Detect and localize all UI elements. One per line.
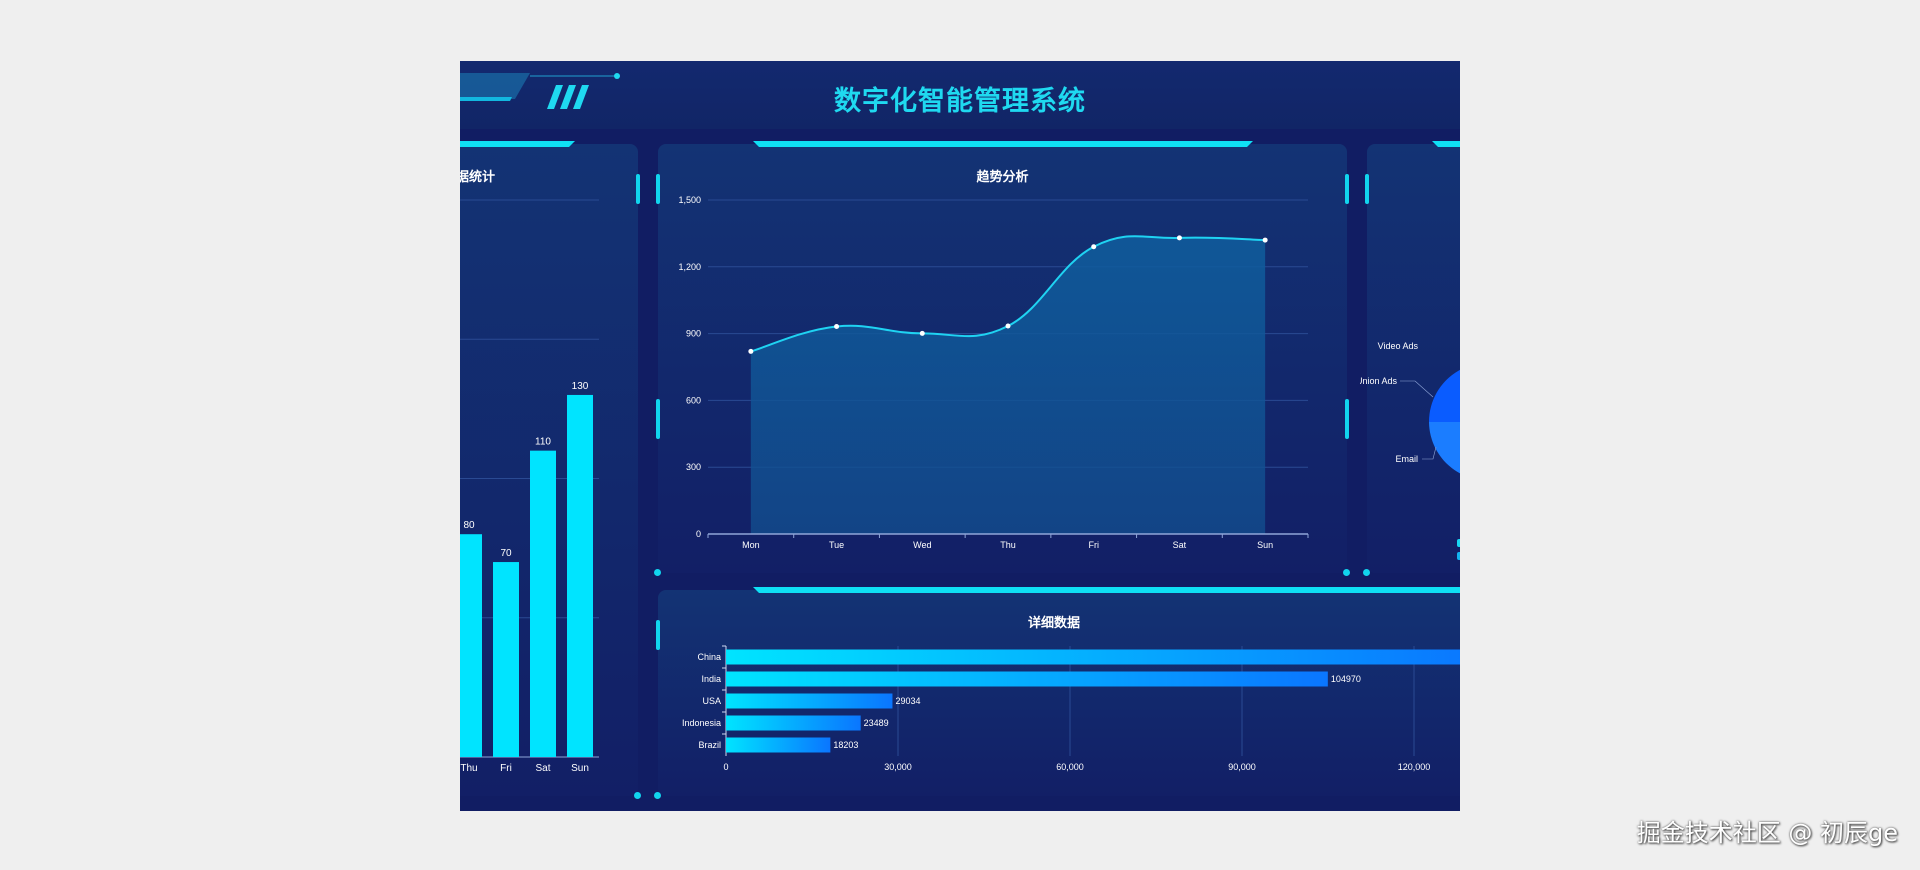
panel-title: 详细数据: [1027, 616, 1080, 631]
x-tick-label: Tue: [829, 540, 844, 550]
panel-title: 据统计: [460, 170, 496, 185]
page-title: 数字化智能管理系统: [834, 86, 1086, 117]
y-tick-label: Brazil: [698, 740, 721, 750]
x-tick-label: 120,000: [1398, 762, 1431, 772]
panel-side-bar: [1365, 174, 1369, 204]
corner-dot: [1343, 569, 1350, 576]
dashboard: 数字化智能管理系统 据统计 80 Thu 70 Fri 110 Sat 130 Sun 趋势分…: [460, 61, 1460, 811]
legend-swatch: [1457, 552, 1460, 560]
bar-value-label: 70: [500, 548, 512, 559]
header: 数字化智能管理系统: [460, 61, 1460, 129]
bar: [726, 693, 893, 709]
data-point: [1262, 237, 1268, 243]
bar-value-label: 80: [463, 520, 475, 531]
x-tick-label: Sat: [535, 763, 550, 774]
pie-slice: [1429, 422, 1460, 474]
y-tick-label: 1,500: [678, 195, 701, 205]
bar: [726, 671, 1328, 687]
panel-side-bar: [656, 399, 660, 439]
x-tick-label: Sat: [1173, 540, 1187, 550]
corner-dot: [1363, 569, 1370, 576]
bar: [726, 737, 831, 753]
y-tick-label: 300: [686, 462, 701, 472]
bar: [460, 534, 482, 757]
x-tick-label: Wed: [913, 540, 931, 550]
bar-value-label: 29034: [895, 696, 920, 706]
x-tick-label: Sun: [571, 763, 589, 774]
corner-dot: [634, 792, 641, 799]
x-tick-label: 60,000: [1056, 762, 1084, 772]
panel-top-bar: [753, 141, 1253, 147]
x-tick-label: Thu: [1000, 540, 1016, 550]
data-point: [1091, 244, 1097, 250]
x-tick-label: 0: [723, 762, 728, 772]
x-tick-label: Thu: [460, 763, 477, 774]
corner-dot: [654, 569, 661, 576]
y-tick-label: 1,200: [678, 262, 701, 272]
bar-value-label: 110: [535, 437, 551, 448]
country-bar-chart: 0 30,000 60,000 90,000 120,000 China India 1049…: [682, 645, 1460, 772]
legend-swatch: [1457, 539, 1460, 547]
data-point: [919, 330, 925, 336]
bar-value-label: 104970: [1331, 674, 1361, 684]
y-tick-label: 0: [696, 529, 701, 539]
data-point: [834, 323, 840, 329]
x-tick-label: 30,000: [884, 762, 912, 772]
x-tick-label: Mon: [742, 540, 760, 550]
bar: [530, 450, 556, 757]
weekly-bar-chart: 80 Thu 70 Fri 110 Sat 130 Sun: [460, 199, 599, 774]
label-line: [1422, 446, 1437, 460]
bar: [726, 649, 1460, 665]
pie-label: Union Ads: [1360, 376, 1397, 386]
x-tick-label: 90,000: [1228, 762, 1256, 772]
panel-top-bar: [753, 587, 1460, 593]
y-tick-label: 900: [686, 329, 701, 339]
bar-value-label: 18203: [833, 740, 858, 750]
pie-slice: [1428, 369, 1460, 422]
data-point: [1176, 235, 1182, 241]
bar: [726, 715, 861, 731]
x-tick-label: Sun: [1257, 540, 1273, 550]
trend-area-chart: 0 300 600 900 1,200 1,500 Mon Tue Wed Thu Fri Sat Su…: [678, 195, 1309, 550]
data-point: [748, 348, 754, 354]
panel-title: 趋势分析: [976, 170, 1029, 185]
corner-dot: [654, 792, 661, 799]
pie-chart: Video Ads Union Ads Email: [1360, 341, 1460, 560]
panel-top-bar: [460, 141, 575, 147]
panel-side-bar: [656, 620, 660, 650]
y-tick-label: China: [697, 652, 721, 662]
y-tick-label: USA: [702, 696, 721, 706]
panel-side-bar: [1345, 399, 1349, 439]
detail-panel: 详细数据: [656, 587, 1460, 796]
watermark: 掘金技术社区 @ 初辰ge: [1636, 819, 1898, 847]
panel-side-bar: [656, 174, 660, 204]
right-panel: [1365, 141, 1460, 573]
x-tick-label: Fri: [500, 763, 512, 774]
panel-side-bar: [1345, 174, 1349, 204]
x-tick-label: Fri: [1088, 540, 1099, 550]
y-tick-label: 600: [686, 395, 701, 405]
pie-label: Video Ads: [1378, 341, 1419, 351]
bar-value-label: 130: [572, 381, 589, 392]
bar: [493, 562, 519, 757]
y-tick-label: India: [701, 674, 721, 684]
data-point: [1005, 323, 1011, 329]
header-decoration-icon: [460, 73, 620, 109]
bar: [567, 394, 593, 757]
y-tick-label: Indonesia: [682, 718, 721, 728]
pie-label: Email: [1395, 454, 1418, 464]
label-line: [1400, 380, 1434, 398]
area-fill: [750, 236, 1266, 535]
panel-top-bar: [1432, 141, 1460, 147]
panel-side-bar: [636, 174, 640, 204]
bar-value-label: 23489: [864, 718, 889, 728]
